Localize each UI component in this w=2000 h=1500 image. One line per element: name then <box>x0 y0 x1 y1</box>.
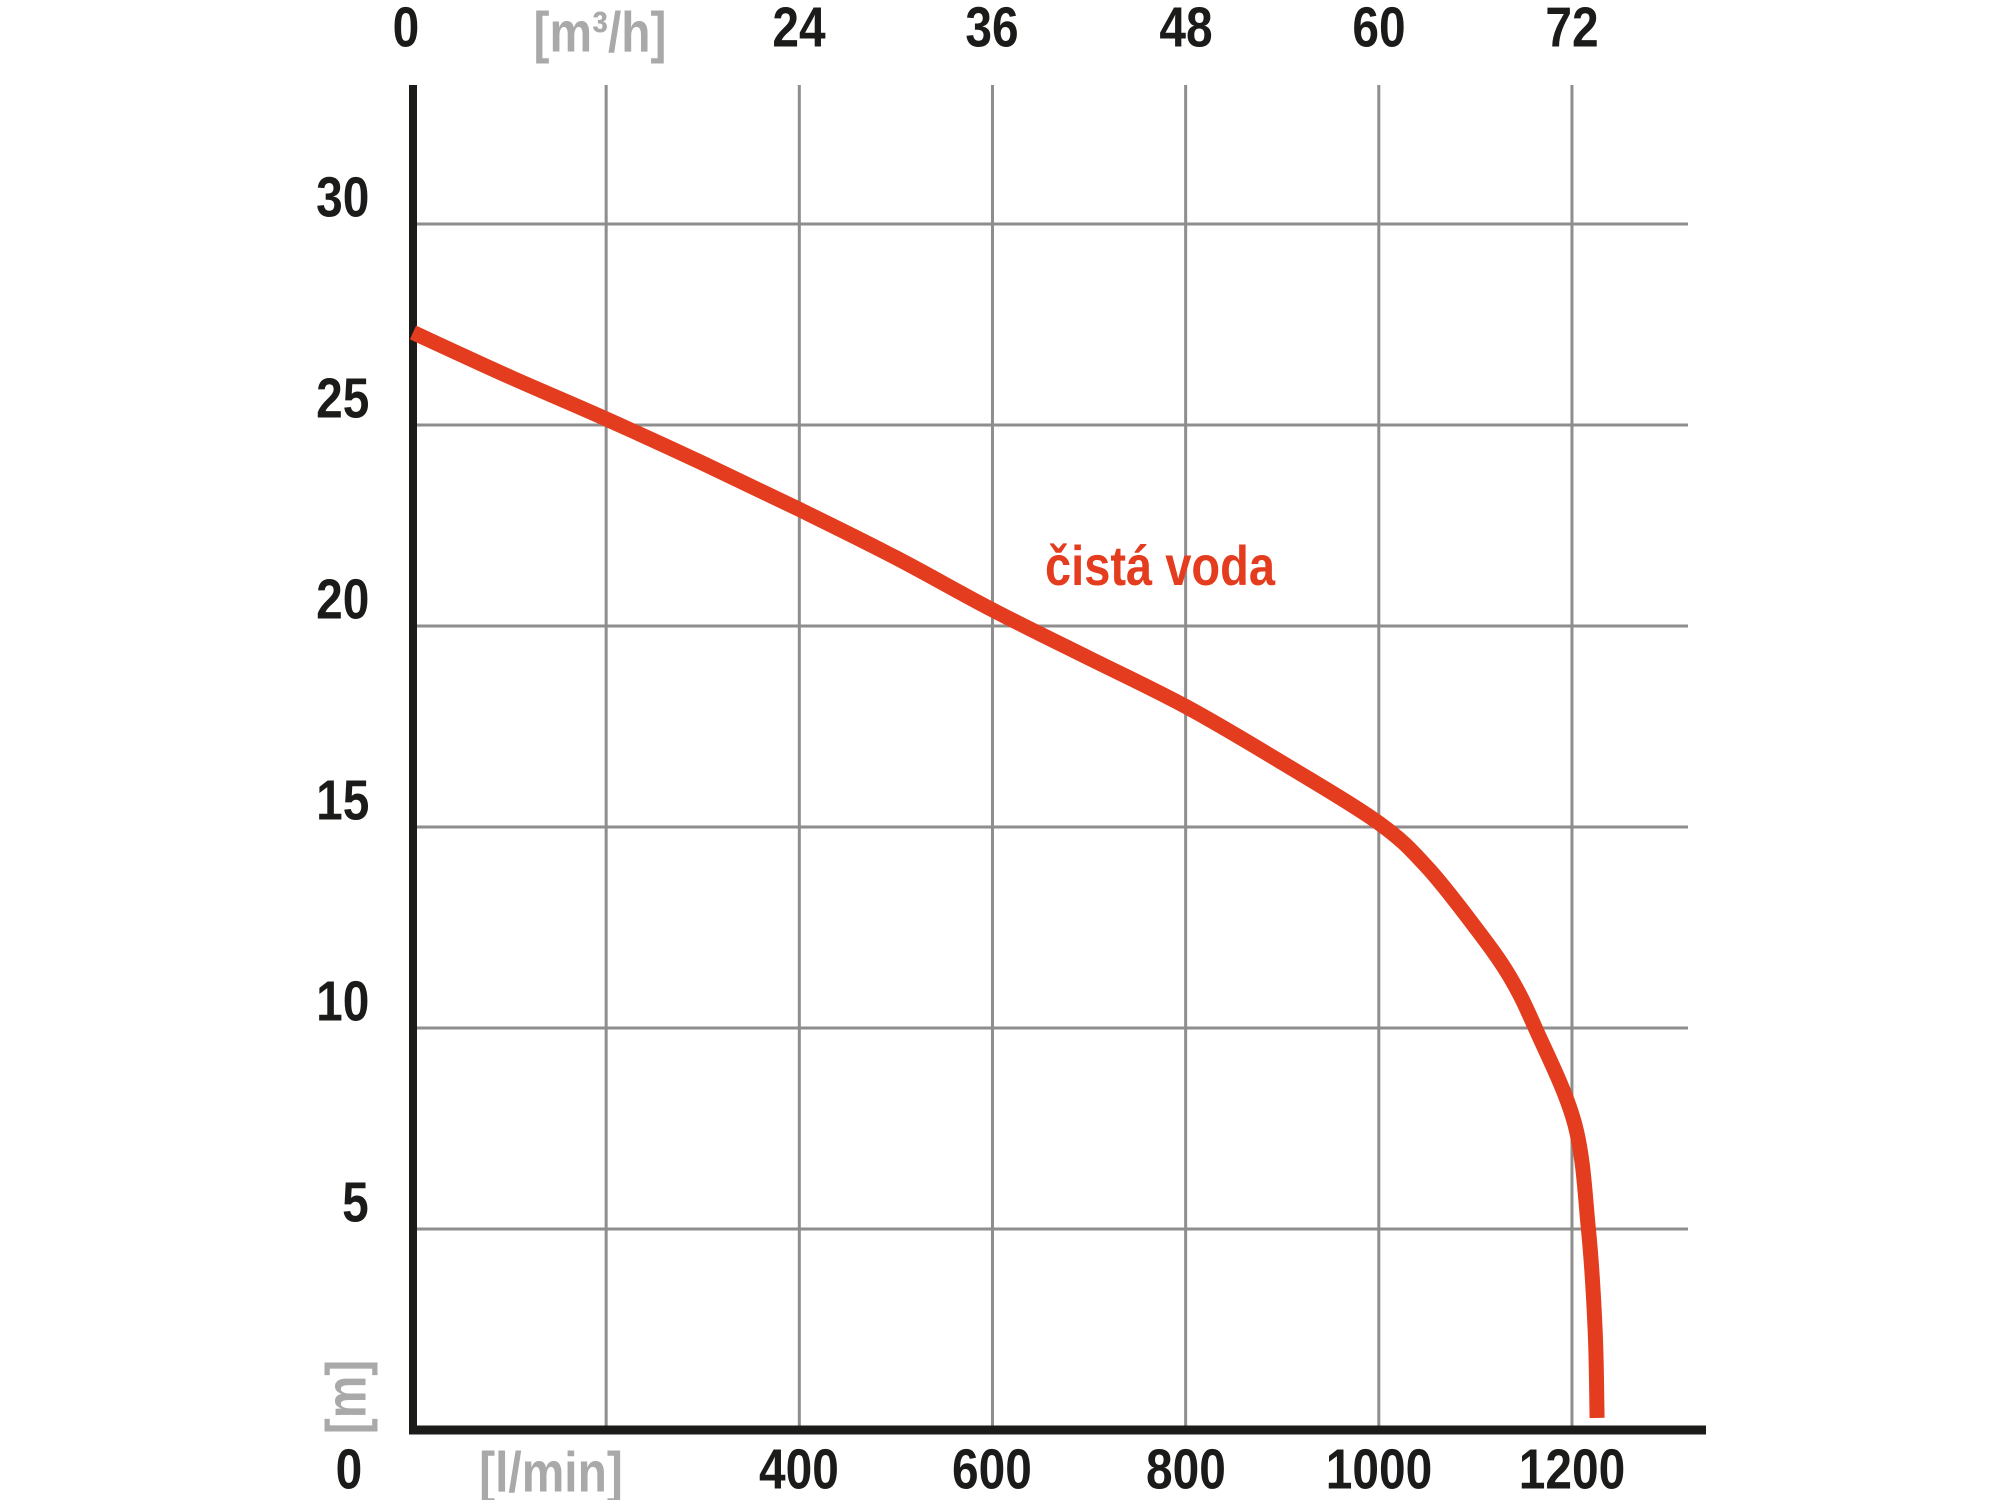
bottom-axis-tick-label: 1200 <box>1518 1437 1626 1500</box>
bottom-axis-tick-label: 400 <box>759 1437 840 1500</box>
top-axis-origin-label: 0 <box>392 0 420 60</box>
bottom-axis-tick-label: 800 <box>1145 1437 1226 1500</box>
left-axis-tick-label: 20 <box>315 567 369 632</box>
top-axis-unit-label: [m³/h] <box>533 0 667 65</box>
bottom-axis-origin-label: 0 <box>335 1437 363 1500</box>
top-axis-tick-label: 60 <box>1352 0 1406 60</box>
left-axis-tick-label: 10 <box>315 969 369 1034</box>
bottom-axis-unit-label: [l/min] <box>479 1440 623 1500</box>
left-axis-tick-label: 15 <box>315 768 369 833</box>
top-axis-tick-label: 72 <box>1545 0 1599 60</box>
top-axis-tick-label: 48 <box>1158 0 1213 60</box>
bottom-axis-tick-label: 1000 <box>1325 1437 1433 1500</box>
left-axis-tick-label: 30 <box>315 165 369 230</box>
top-axis-tick-label: 24 <box>772 0 826 60</box>
series-label: čistá voda <box>1044 534 1276 598</box>
bottom-axis-tick-label: 600 <box>952 1437 1033 1500</box>
top-axis-tick-label: 36 <box>965 0 1020 60</box>
y-axis-unit-label: [m] <box>314 1359 379 1435</box>
left-axis-tick-label: 5 <box>342 1170 369 1235</box>
pump-curve <box>409 325 1605 1419</box>
left-axis-tick-label: 25 <box>315 366 369 431</box>
